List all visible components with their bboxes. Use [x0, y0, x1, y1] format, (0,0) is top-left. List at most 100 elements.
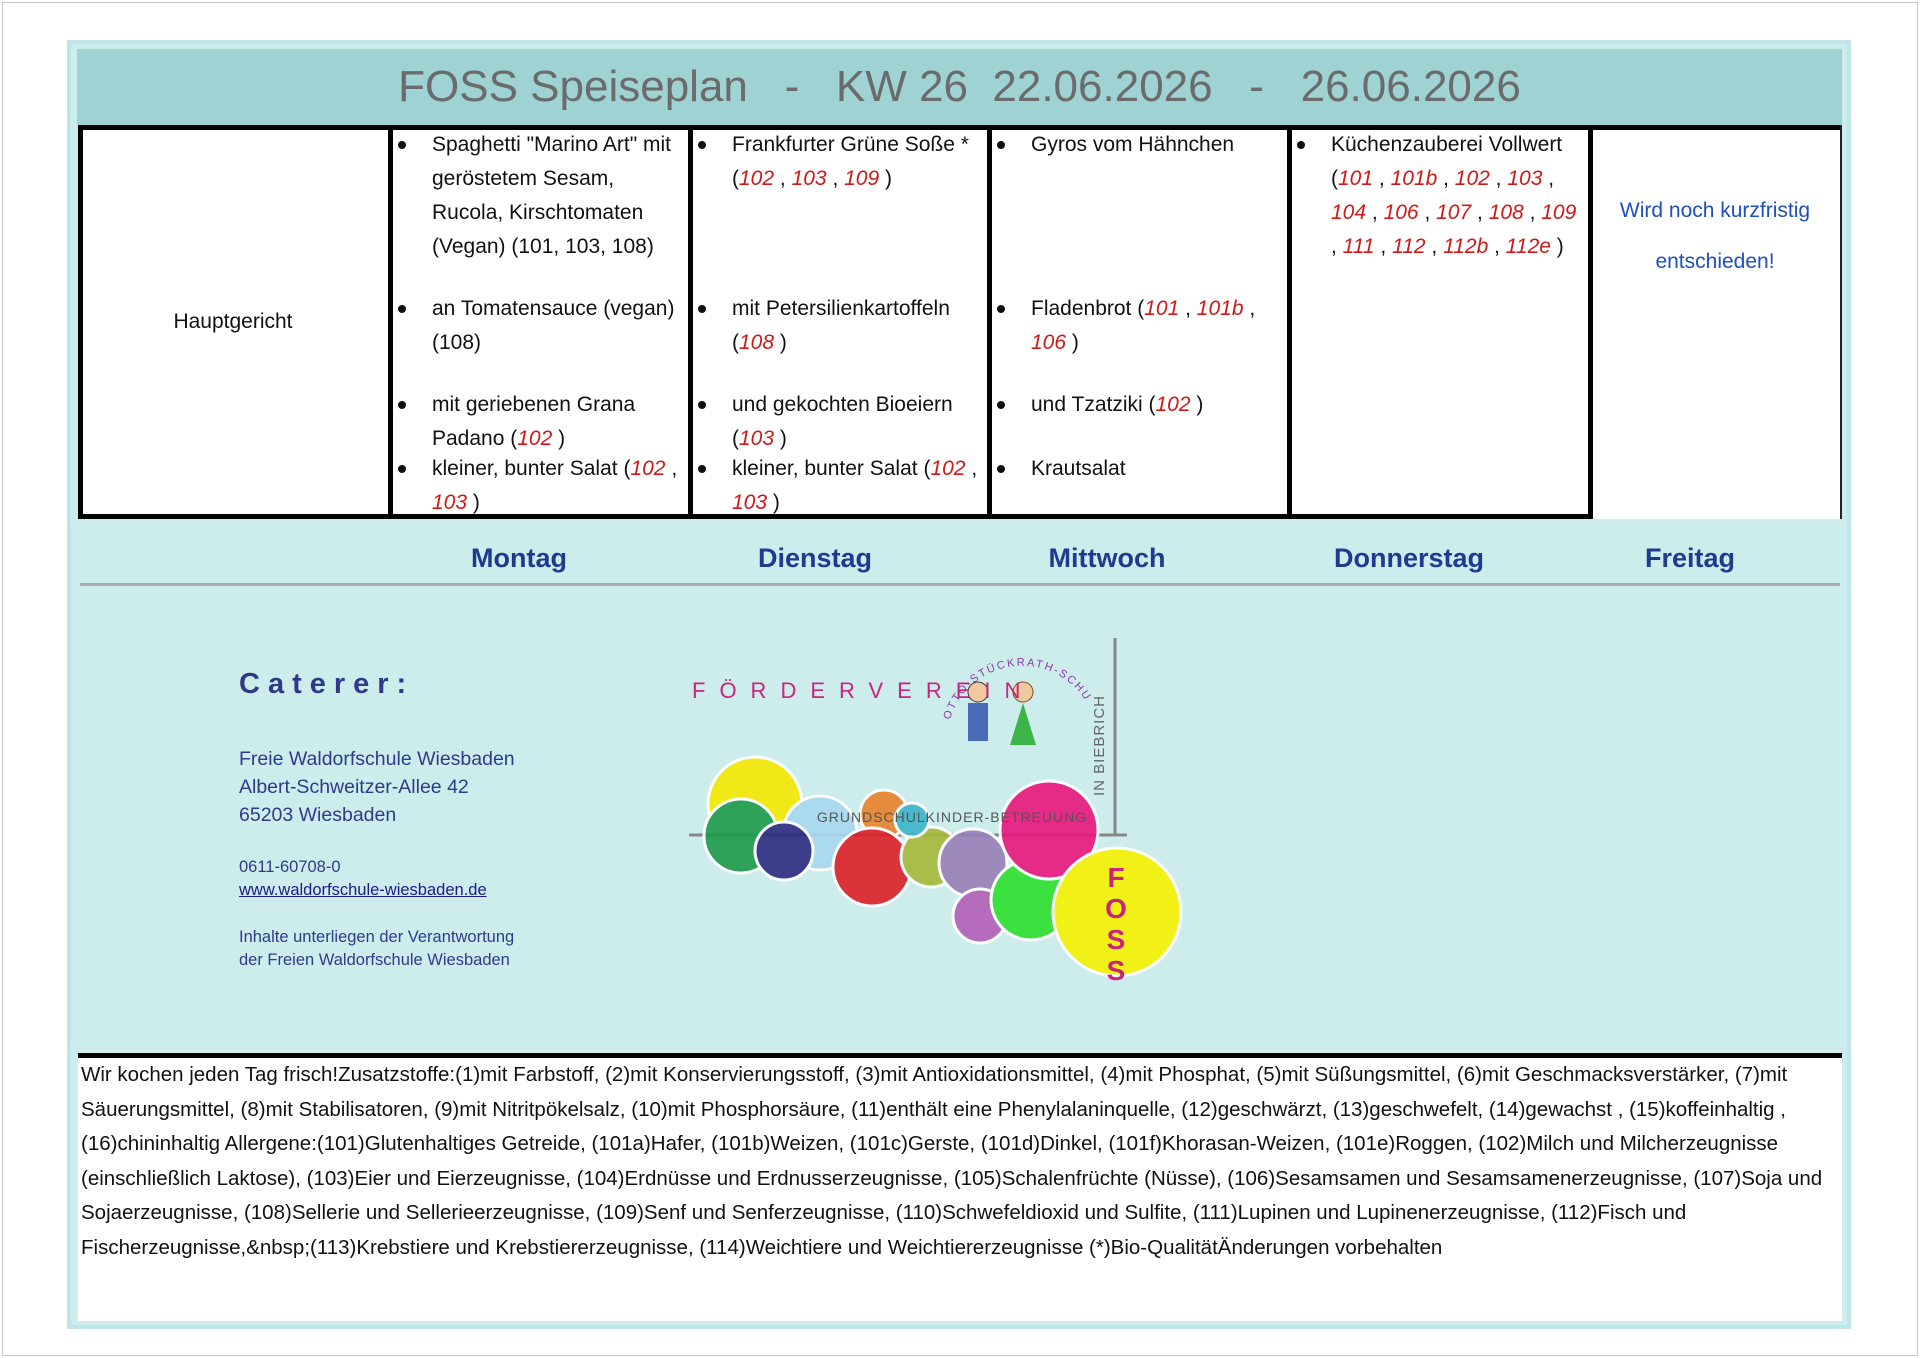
item-text: ) — [467, 491, 480, 514]
allergen-code: 101b — [1390, 167, 1438, 190]
allergen-code: 104 — [1331, 201, 1367, 224]
day-label: Dienstag — [757, 543, 873, 573]
day-label: Donnerstag — [1333, 543, 1485, 573]
item-text: Fladenbrot ( — [1031, 297, 1145, 320]
item-text: Spaghetti "Marino Art" mit geröstetem Se… — [432, 133, 672, 258]
item-text: , — [1425, 235, 1444, 258]
table-bg — [78, 125, 1842, 519]
item-text: , — [1179, 297, 1197, 320]
item-text: ) — [774, 331, 787, 354]
allergen-code: 107 — [1436, 201, 1472, 224]
allergen-code: 109 — [844, 167, 880, 190]
bullet — [398, 141, 406, 149]
menu-item: Gyros vom Hähnchen — [1031, 128, 1283, 162]
bullet — [997, 141, 1005, 149]
allergen-code: 111 — [1342, 235, 1375, 258]
bullet — [698, 141, 706, 149]
day-label: Mittwoch — [1048, 543, 1166, 573]
item-text: kleiner, bunter Salat ( — [732, 457, 931, 480]
allergen-code: 103 — [732, 491, 768, 514]
item-text: , — [1437, 167, 1455, 190]
day-label: Freitag — [1644, 543, 1736, 573]
item-text: ) — [1066, 331, 1079, 354]
logo-association: FÖRDERVEREIN — [692, 678, 1034, 703]
caterer-heading: Caterer: — [239, 668, 415, 700]
item-text: kleiner, bunter Salat ( — [432, 457, 631, 480]
logo-circles — [702, 755, 1183, 978]
item-text: , — [1471, 201, 1489, 224]
allergen-code: 112b — [1443, 235, 1489, 258]
item-text: , — [774, 167, 792, 190]
day-note: Wird noch kurzfristig entschieden! — [1619, 199, 1811, 273]
caterer-address: Albert-Schweitzer-Allee 42 — [239, 776, 469, 798]
item-text: , — [1542, 167, 1555, 190]
menu-item: Krautsalat — [1031, 452, 1283, 486]
allergen-code: 101 — [1338, 167, 1374, 190]
menu-item: Küchenzauberei Vollwert (101 , 101b , 10… — [1331, 128, 1584, 264]
table-cell — [1588, 125, 1842, 519]
logo-district: IN BIEBRICH — [1091, 695, 1108, 796]
page-title: FOSS Speiseplan - KW 26 22.06.2026 - 26.… — [398, 62, 1521, 111]
menu-item: mit Petersilienkartoffeln (108 ) — [732, 292, 983, 360]
footer-box — [78, 1053, 1842, 1321]
item-text: , — [965, 457, 978, 480]
allergen-code: 103 — [1507, 167, 1543, 190]
item-text: , — [1373, 167, 1391, 190]
item-text: ) — [767, 491, 780, 514]
item-text: ) — [879, 167, 892, 190]
bullet — [997, 465, 1005, 473]
caterer-address: Freie Waldorfschule Wiesbaden — [239, 748, 515, 770]
bullet — [398, 305, 406, 313]
day-label: Montag — [471, 543, 567, 573]
allergen-code: 102 — [1454, 167, 1490, 190]
logo-care: GRUNDSCHULKINDER-BETREUUNG — [817, 809, 1087, 825]
menu-item: Frankfurter Grüne Soße * (102 , 103 , 10… — [732, 128, 983, 196]
item-text: , — [1418, 201, 1437, 224]
allergen-code: 106 — [1031, 331, 1067, 354]
item-text: mit Petersilienkartoffeln ( — [732, 297, 950, 354]
allergen-code: 109 — [1541, 201, 1577, 224]
item-text: , — [1488, 235, 1506, 258]
menu-item: Fladenbrot (101 , 101b , 106 ) — [1031, 292, 1283, 360]
allergen-code: 103 — [739, 427, 775, 450]
caterer-address: 65203 Wiesbaden — [239, 804, 397, 826]
bullet — [997, 305, 1005, 313]
item-text: ) — [1550, 235, 1564, 258]
caterer-disclaimer: der Freien Waldorfschule Wiesbaden — [239, 951, 510, 969]
item-text: Küchenzauberei Vollwert ( — [1331, 133, 1563, 190]
bullet — [698, 401, 706, 409]
item-text: ) — [552, 427, 566, 450]
menu-item: Spaghetti "Marino Art" mit geröstetem Se… — [432, 128, 684, 264]
allergen-code: 108 — [1488, 201, 1524, 224]
footer-text: Wir kochen jeden Tag frisch!Zusatzstoffe… — [81, 1063, 1823, 1259]
item-text: Frankfurter Grüne Soße * ( — [732, 133, 969, 190]
caterer-website[interactable]: www.waldorfschule-wiesbaden.de — [239, 881, 487, 899]
menu-item: und gekochten Bioeiern (103 ) — [732, 388, 983, 456]
item-text: und gekochten Bioeiern ( — [732, 393, 953, 450]
bullet — [698, 305, 706, 313]
item-text: , — [665, 457, 678, 480]
item-text: , — [826, 167, 845, 190]
logo-short: FOSS — [1101, 862, 1132, 986]
allergen-code: 102 — [517, 427, 553, 450]
item-text: Krautsalat — [1031, 457, 1126, 480]
bullet — [997, 401, 1005, 409]
item-text: , — [1489, 167, 1508, 190]
allergen-code: 102 — [739, 167, 775, 190]
menu-item: kleiner, bunter Salat (102 , 103 ) — [732, 452, 983, 520]
item-text: , — [1366, 201, 1384, 224]
item-text: , — [1374, 235, 1393, 258]
menu-item: mit geriebenen Grana Padano (102 ) — [432, 388, 684, 456]
item-text: Gyros vom Hähnchen — [1031, 133, 1235, 156]
allergen-code: 102 — [930, 457, 966, 480]
allergen-code: 112 — [1392, 235, 1426, 258]
allergen-code: 103 — [432, 491, 468, 514]
menu-item: kleiner, bunter Salat (102 , 103 ) — [432, 452, 684, 520]
menu-item: und Tzatziki (102 ) — [1031, 388, 1283, 422]
caterer-phone: 0611-60708-0 — [239, 858, 341, 876]
item-text: , — [1523, 201, 1542, 224]
header-band — [77, 49, 1842, 125]
